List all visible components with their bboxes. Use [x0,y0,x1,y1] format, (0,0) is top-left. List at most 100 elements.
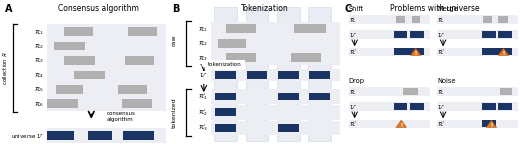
Bar [394,48,424,55]
Bar [498,31,512,38]
Bar [47,53,165,68]
Bar [227,53,256,62]
Text: $\mathcal{R}'$: $\mathcal{R}'$ [437,47,445,56]
Text: $\mathcal{U}$: $\mathcal{U}$ [437,30,445,39]
Bar [215,71,236,79]
Bar [291,53,320,62]
Bar [47,131,74,140]
Bar [410,31,424,38]
Bar [227,24,256,33]
Bar [246,71,267,79]
Bar [211,36,340,50]
Text: raw: raw [172,35,177,46]
Bar [412,16,420,23]
Text: $\mathcal{R}$: $\mathcal{R}$ [348,15,355,24]
Bar [215,108,236,116]
Bar [211,105,340,120]
Bar [437,87,518,96]
Text: $\mathcal{R}'$: $\mathcal{R}'$ [348,119,357,128]
Text: Shift: Shift [348,6,363,12]
Text: $\mathcal{U}$: $\mathcal{U}$ [437,102,445,111]
Text: $\mathcal{R}_3$: $\mathcal{R}_3$ [34,56,44,65]
Text: $\mathcal{R}$: $\mathcal{R}$ [437,87,444,96]
Bar [245,7,268,141]
Bar [482,31,496,38]
Text: Drop: Drop [348,78,365,84]
Text: $\mathcal{R}_2$: $\mathcal{R}_2$ [34,41,44,51]
Text: $\mathcal{R}_3'$: $\mathcal{R}_3'$ [198,123,207,133]
Bar [498,16,508,23]
Bar [215,124,236,132]
Bar [278,71,299,79]
Bar [128,27,157,36]
Bar [47,39,165,53]
Bar [211,50,340,65]
Bar [125,56,154,65]
Polygon shape [498,48,509,55]
Text: !: ! [414,51,417,56]
Bar [348,120,430,128]
Bar [483,16,492,23]
Bar [47,82,165,96]
Text: $\mathcal{R}_5$: $\mathcal{R}_5$ [34,84,44,94]
Bar [54,42,84,50]
Text: !: ! [490,123,492,128]
Text: $\mathcal{R}_2$: $\mathcal{R}_2$ [198,38,207,48]
Text: collection $\mathbb{R}$: collection $\mathbb{R}$ [1,51,9,85]
Bar [64,56,95,65]
Bar [47,68,165,82]
Bar [211,89,340,104]
Text: $\mathcal{U}$: $\mathcal{U}$ [199,70,207,79]
Bar [394,103,408,110]
Text: C: C [345,4,352,14]
Text: $\mathcal{R}'$: $\mathcal{R}'$ [348,47,357,56]
Text: $\mathcal{R}'$: $\mathcal{R}'$ [437,119,445,128]
Bar [123,131,154,140]
Text: Merge: Merge [437,6,458,12]
Bar [277,7,300,141]
Bar [348,48,430,56]
Text: A: A [5,4,12,14]
Bar [482,103,496,110]
Bar [482,120,496,127]
Bar [56,85,83,94]
Text: tokenization: tokenization [208,62,242,67]
Bar [500,88,512,95]
Text: Tokenization: Tokenization [241,4,289,13]
Text: $\mathcal{R}_1$: $\mathcal{R}_1$ [34,27,44,37]
Bar [410,103,424,110]
Bar [437,15,518,24]
Bar [348,30,430,39]
Bar [437,30,518,39]
Text: $\mathcal{R}_3$: $\mathcal{R}_3$ [198,53,207,62]
Text: !: ! [502,51,504,56]
Bar [437,120,518,128]
Bar [348,87,430,96]
Bar [47,24,165,39]
Bar [348,102,430,111]
Text: Noise: Noise [437,78,456,84]
Bar [403,88,418,95]
Bar [278,124,299,132]
Bar [394,31,408,38]
Bar [214,7,237,141]
Bar [47,128,165,143]
Bar [47,99,78,108]
Text: $\mathcal{R}_1'$: $\mathcal{R}_1'$ [198,91,207,102]
Bar [74,71,105,79]
Text: B: B [173,4,180,14]
Text: $\mathcal{R}_4$: $\mathcal{R}_4$ [34,70,44,80]
Bar [498,103,512,110]
Text: Consensus algorithm: Consensus algorithm [58,4,138,13]
Bar [348,15,430,24]
Bar [88,131,112,140]
Text: $\mathcal{R}$: $\mathcal{R}$ [348,87,355,96]
Bar [294,24,326,33]
Text: consensus
algorithm: consensus algorithm [107,111,135,122]
Bar [278,93,299,101]
Polygon shape [410,48,421,55]
Bar [215,93,236,101]
Bar [211,22,340,36]
Text: $\mathcal{U}$: $\mathcal{U}$ [348,30,356,39]
Text: $\mathcal{R}$: $\mathcal{R}$ [437,15,444,24]
